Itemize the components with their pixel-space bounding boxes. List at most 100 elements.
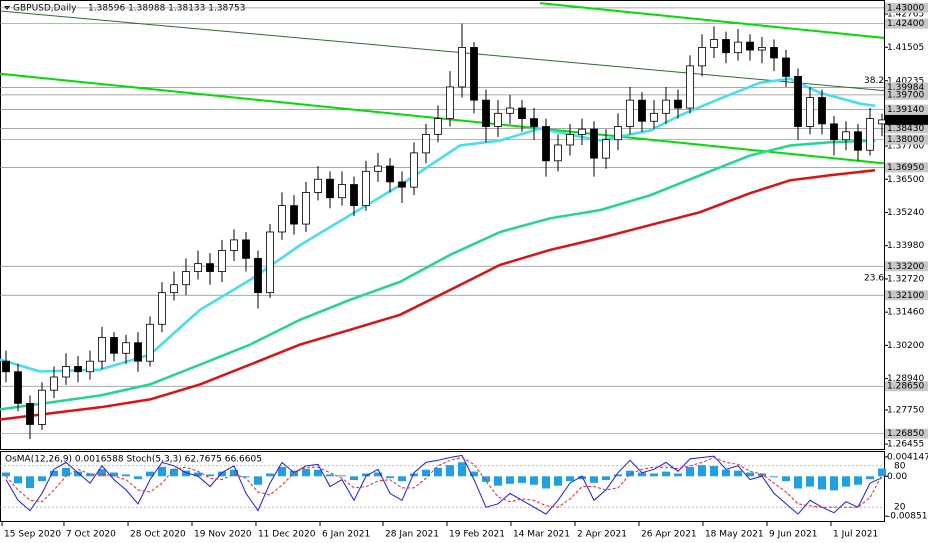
osma-bar [650, 473, 658, 477]
candle-body [542, 126, 550, 162]
level-box [885, 18, 928, 29]
candle-body [206, 263, 214, 272]
candle-body [146, 323, 154, 362]
osma-bar [242, 476, 250, 478]
osma-tick-label: 0.0041477 [887, 452, 928, 462]
x-tick-label: 15 Sep 2020 [4, 530, 61, 540]
level-label: 1.36950 [887, 163, 924, 173]
osma-bar [494, 476, 502, 486]
x-tick-label: 11 Dec 2020 [258, 530, 316, 540]
osma-bar [878, 468, 886, 477]
osma-bar [386, 476, 394, 479]
osma-bar [110, 472, 118, 477]
level-label: 1.38430 [887, 124, 924, 134]
osma-bar [422, 469, 430, 477]
level-box [885, 134, 928, 145]
chart-title: GBPUSD,Daily [13, 4, 77, 14]
stoch-tick-label: 20 [894, 503, 906, 513]
level-label: 1.26850 [887, 429, 924, 439]
moving-average [0, 169, 876, 421]
osma-bar [302, 468, 310, 477]
candle-body [434, 118, 442, 135]
candle-body [26, 402, 34, 425]
osma-bar [554, 476, 562, 486]
level-label: 1.33200 [887, 262, 924, 272]
osma-bar [590, 476, 598, 483]
level-label: 1.39700 [887, 90, 924, 100]
candle-body [134, 342, 142, 362]
candle-body [170, 284, 178, 294]
stoch-signal [5, 456, 883, 508]
osma-bar [794, 476, 802, 489]
candle-body [530, 118, 538, 127]
y-tick-label: 1.42765 [887, 10, 924, 20]
candle-body [806, 97, 814, 127]
osma-tick-label: -0.008514 [887, 512, 928, 522]
candle-body [50, 376, 58, 391]
candle-body [278, 205, 286, 233]
x-tick-label: 1 Jul 2021 [833, 530, 878, 540]
osma-bar [398, 476, 406, 481]
osma-bar [2, 472, 10, 477]
y-tick-label: 1.31460 [887, 308, 924, 318]
level-box [885, 261, 928, 272]
candle-body [410, 152, 418, 188]
candle-body [878, 119, 886, 125]
osma-bar [710, 465, 718, 477]
moving-average [0, 139, 876, 411]
osma-bar [758, 473, 766, 477]
osma-bar [134, 476, 142, 480]
candle-body [494, 112, 502, 127]
osma-bar [86, 473, 94, 477]
candle-body [230, 239, 238, 251]
osma-bar [62, 467, 70, 477]
candle-body [686, 65, 694, 109]
candle-body [734, 41, 742, 54]
osma-bar [146, 471, 154, 477]
candle-body [422, 134, 430, 154]
candle-body [674, 99, 682, 109]
x-tick-label: 2 Apr 2021 [577, 530, 627, 540]
candle-body [818, 97, 826, 125]
candle-body [242, 239, 250, 259]
osma-bar [614, 474, 622, 477]
osma-bar [314, 469, 322, 477]
y-tick-label: 1.33980 [887, 241, 924, 251]
osma-bar [530, 476, 538, 485]
osma-bar [482, 476, 490, 482]
x-tick-label: 28 Jan 2021 [385, 530, 439, 540]
osma-bar [806, 476, 814, 487]
y-tick-label: 1.35240 [887, 208, 924, 218]
candle-body [770, 47, 778, 59]
level-box [885, 123, 928, 134]
candle-body [626, 99, 634, 127]
candle-body [458, 47, 466, 88]
osma-bar [686, 466, 694, 477]
osma-bar [326, 474, 334, 477]
level-label: 1.42400 [887, 19, 924, 29]
candle-body [830, 123, 838, 141]
level-box [885, 2, 928, 13]
candle-body [62, 366, 70, 378]
osma-bar [218, 471, 226, 477]
osma-bar [14, 476, 22, 484]
osma-bar [122, 474, 130, 477]
osma-bar [818, 476, 826, 490]
y-tick-label: 1.27750 [887, 405, 924, 415]
osma-bar [518, 476, 526, 483]
osma-bar [50, 470, 58, 477]
y-tick-label: 1.40235 [887, 76, 924, 86]
osma-bar [866, 476, 874, 480]
candle-body [758, 47, 766, 51]
candle-body [182, 271, 190, 286]
stoch-tick-label: 80 [894, 461, 906, 471]
y-tick-label: 1.30200 [887, 341, 924, 351]
candle-body [482, 99, 490, 127]
trendline [0, 72, 885, 165]
fib-label: 23.6 [864, 274, 884, 284]
osma-bar [638, 472, 646, 477]
candle-body [194, 263, 202, 272]
last-price-label: 1.38753 [887, 115, 924, 125]
candle-body [566, 134, 574, 146]
stoch-main [5, 454, 883, 515]
